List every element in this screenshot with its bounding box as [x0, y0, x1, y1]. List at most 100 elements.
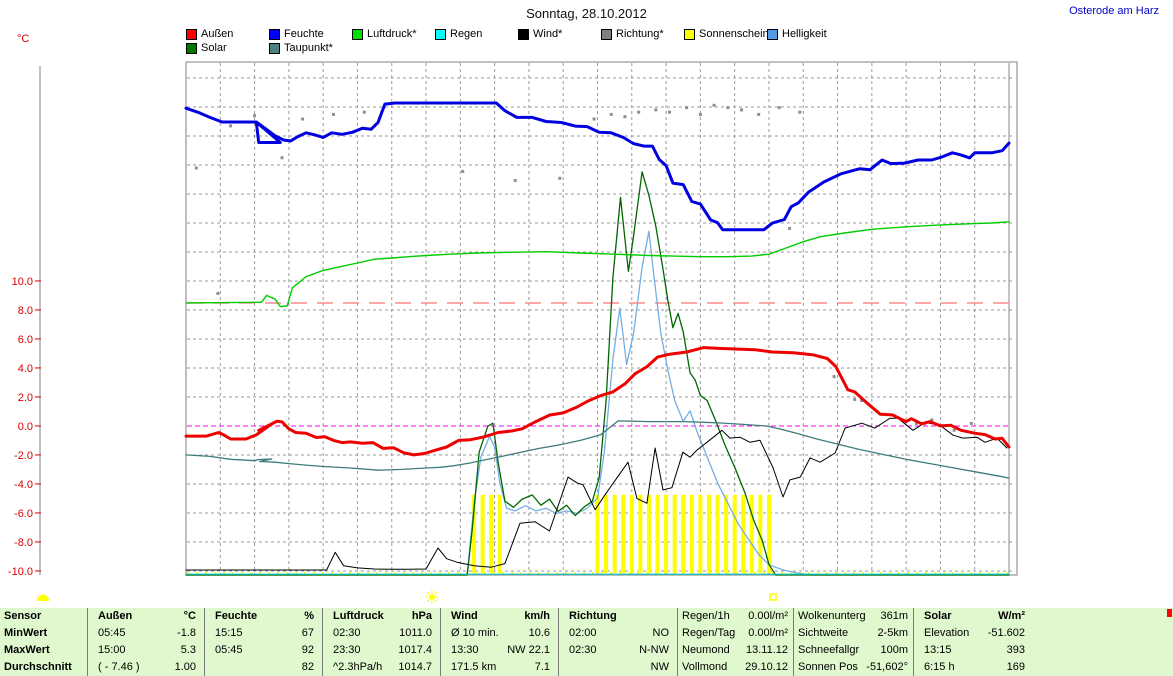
sunshine-bar: [741, 494, 746, 573]
stats-column-feuchte: Feuchte% 15:15 67 05:45 92 82: [204, 608, 322, 676]
stats-cell-label: Sonnen Pos: [798, 661, 858, 673]
stats-cell-value: -51.602: [987, 627, 1025, 639]
direction-dot: [930, 418, 934, 422]
sonnenschein-swatch-icon: [684, 28, 695, 40]
stats-cell-value: W/m²: [998, 610, 1025, 622]
stats-cell-label: 05:45: [215, 644, 243, 656]
sunshine-bar: [724, 494, 729, 573]
helligkeit-swatch-icon: [767, 28, 778, 40]
stats-cell-label: Richtung: [569, 610, 617, 622]
legend-label: Taupunkt*: [284, 42, 333, 54]
sunshine-bar: [766, 494, 771, 573]
direction-dot: [637, 110, 641, 114]
stats-cell-value: NW: [650, 661, 669, 673]
stats-cell-value: 100m: [880, 644, 908, 656]
legend-item-feuchte[interactable]: Feuchte: [269, 28, 352, 40]
legend-item-taupunkt[interactable]: Taupunkt*: [269, 42, 352, 54]
legend-label: Wind*: [533, 28, 563, 40]
stats-cell-value: N-NW: [639, 644, 669, 656]
stats-cell: 82: [205, 659, 322, 676]
regen-swatch-icon: [435, 28, 446, 40]
axis-tick-label: 4.0: [18, 363, 33, 375]
direction-dot: [740, 108, 744, 112]
legend-item-richtung[interactable]: Richtung*: [601, 28, 684, 40]
axis-tick-label: -10.0: [8, 566, 33, 578]
direction-dot: [952, 428, 956, 432]
stats-cell-label: Außen: [98, 610, 133, 622]
direction-dot: [832, 375, 836, 379]
sun-ray: [434, 591, 437, 595]
stats-cell-label: Sichtweite: [798, 627, 849, 639]
stats-cell-value: NW 22.1: [507, 644, 550, 656]
sunshine-bar: [629, 494, 634, 573]
sunshine-bar: [595, 494, 600, 573]
direction-dot: [331, 112, 335, 116]
direction-dot: [623, 115, 627, 119]
stats-cell: 02:30 N-NW: [559, 642, 677, 659]
series-luftdruck-line: [185, 221, 1010, 308]
legend-item-luftdruck[interactable]: Luftdruck*: [352, 28, 435, 40]
taupunkt-swatch-icon: [269, 42, 280, 54]
axis-tick-label: 0.0: [18, 421, 33, 433]
sunshine-bar: [612, 494, 617, 573]
row-header: Durchschnitt: [4, 661, 72, 673]
axis-tick-label: 2.0: [18, 392, 33, 404]
sunshine-bar: [664, 494, 669, 573]
stats-cell-label: Wolkenunterg: [798, 610, 866, 622]
legend-item-aussen[interactable]: Außen: [186, 28, 269, 40]
plot-area[interactable]: [185, 61, 1018, 576]
axis-tick-label: -4.0: [14, 479, 33, 491]
stats-column-solar: Solar W/m² Elevation -51.602 13:15 393 6:15 h 1…: [913, 608, 1173, 676]
station-location-link[interactable]: Osterode am Harz: [1069, 5, 1159, 17]
stats-cell: Schneefallgr 100m: [794, 642, 913, 659]
stats-cell-label: 15:00: [98, 644, 126, 656]
row-header: Sensor: [4, 610, 42, 622]
aussen-swatch-icon: [186, 28, 197, 40]
legend-item-helligkeit[interactable]: Helligkeit: [767, 28, 850, 40]
solar-swatch-icon: [186, 42, 197, 54]
sunshine-bar: [698, 494, 703, 573]
sunshine-bar: [672, 494, 677, 573]
stats-cell-label: 02:30: [333, 627, 361, 639]
stats-column-richtung: Richtung 02:00 NO 02:30 N-NW NW: [558, 608, 677, 676]
sun-ray: [434, 599, 437, 603]
legend-label: Luftdruck*: [367, 28, 417, 40]
axis-tick-label: 10.0: [12, 276, 33, 288]
direction-dot: [654, 108, 658, 112]
richtung-swatch-icon: [601, 28, 612, 40]
temperature-axis-unit: °C: [17, 33, 30, 45]
sun-ray: [426, 591, 430, 595]
legend-item-regen[interactable]: Regen: [435, 28, 518, 40]
stats-cell: 13:30 NW 22.1: [441, 642, 558, 659]
direction-dot: [194, 166, 198, 170]
direction-dot: [685, 106, 689, 110]
feuchte-swatch-icon: [269, 28, 280, 40]
direction-dot: [558, 176, 562, 180]
stats-cell-value: 92: [301, 644, 314, 656]
stats-cell-label: ( - 7.46 ): [98, 661, 140, 673]
stats-cell: Wolkenunterg 361m: [794, 608, 913, 625]
stats-cell-label: Vollmond: [682, 661, 728, 673]
legend-item-wind[interactable]: Wind*: [518, 28, 601, 40]
axis-tick-label: -6.0: [14, 508, 33, 520]
legend-item-sonnenschein[interactable]: Sonnenschein: [684, 28, 769, 40]
stats-column-wind: Wind km/h Ø 10 min. 10.6 13:30 NW 22.1 171.5 k…: [440, 608, 558, 676]
legend-label: Sonnenschein: [699, 28, 769, 40]
stats-cell: 15:15 67: [205, 625, 322, 642]
stats-cell-value: 29.10.12: [745, 661, 788, 673]
series-aussen-line: [184, 346, 1011, 457]
sunshine-bar: [689, 494, 694, 573]
chart-legend: Außen Feuchte Luftdruck* Regen Wind* Richtung…: [186, 27, 850, 55]
stats-cell-value: 1.00: [174, 661, 196, 673]
stats-cell: 6:15 h 169: [914, 659, 1173, 676]
stats-cell-label: Neumond: [682, 644, 730, 656]
stats-cell: Außen °C: [88, 608, 204, 625]
sunshine-bar: [497, 494, 502, 573]
direction-dot: [253, 114, 257, 118]
sunshine-bar: [749, 494, 754, 573]
sunshine-bar: [732, 494, 737, 573]
legend-item-solar[interactable]: Solar: [186, 42, 269, 54]
stats-cell-value: °C: [183, 610, 196, 622]
legend-row: Außen Feuchte Luftdruck* Regen Wind* Richtung…: [186, 27, 850, 41]
direction-dot: [592, 117, 596, 121]
